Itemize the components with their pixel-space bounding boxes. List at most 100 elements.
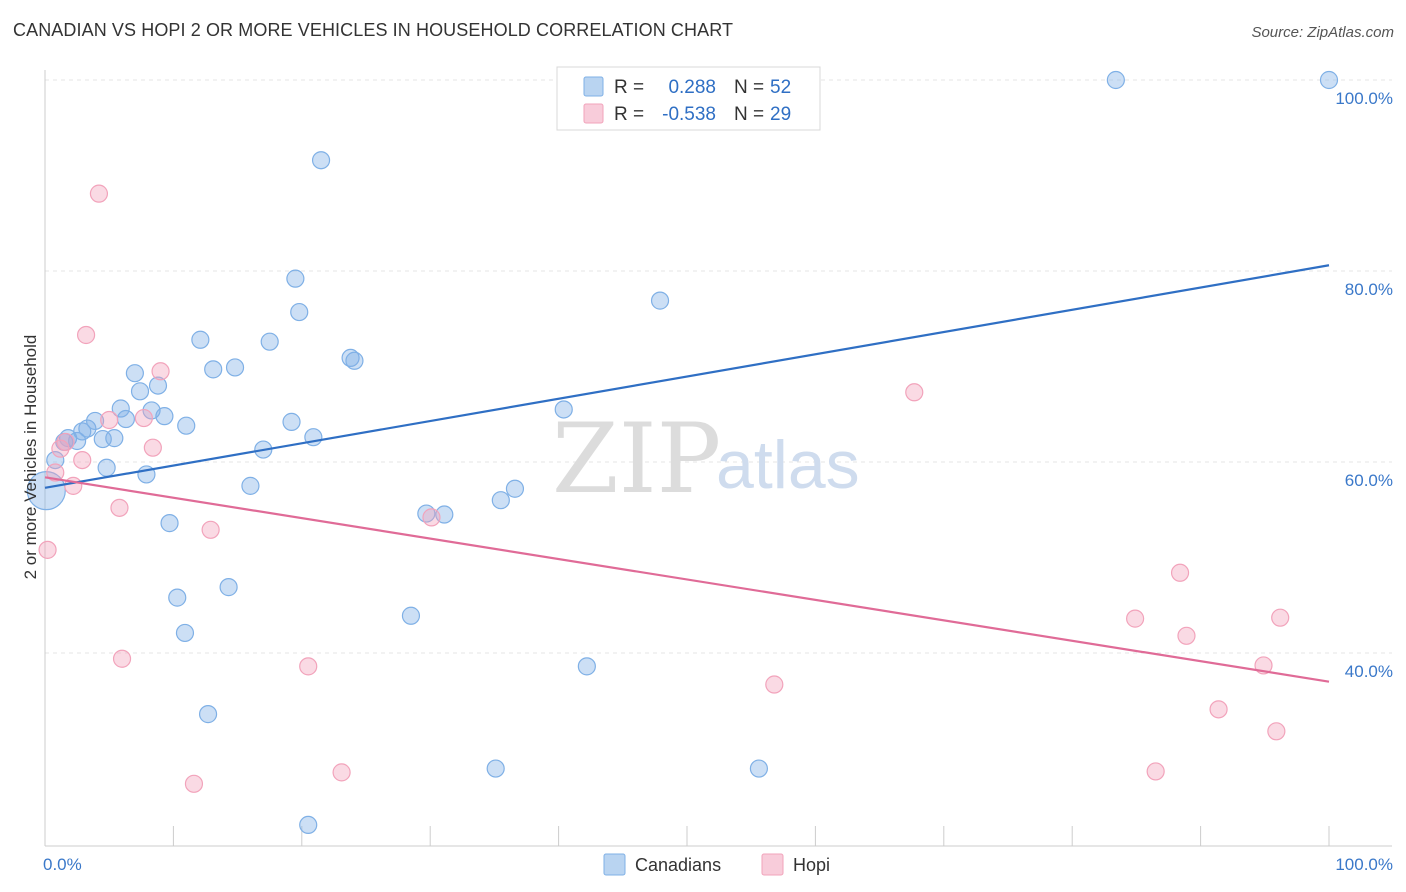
legend-r-label-1: R = [614, 77, 644, 98]
hopi-trend-line [44, 476, 1330, 683]
y-tick-label: 40.0% [1345, 662, 1393, 681]
hopi-point [143, 438, 162, 457]
canadians-point [116, 409, 135, 429]
bottom-legend-canadians: Canadians [635, 855, 721, 875]
hopi-point [201, 520, 220, 539]
canadians-point [148, 376, 168, 395]
watermark: ZIP atlas [552, 403, 860, 515]
hopi-point [1146, 762, 1165, 781]
canadians-point [204, 360, 223, 379]
hopi-point [332, 763, 351, 782]
canadians-point [97, 458, 116, 477]
legend-r-value-1: 0.288 [668, 77, 716, 98]
canadians-point [260, 332, 279, 351]
hopi-point [1126, 609, 1145, 628]
canadians-point [177, 416, 196, 435]
source-label: Source: ZipAtlas.com [1251, 24, 1394, 41]
legend-n-value-1: 52 [770, 77, 791, 98]
canadians-point [486, 759, 505, 778]
x-tick-label: 0.0% [43, 855, 82, 874]
y-tick-labels: 40.0% 60.0% 80.0% 100.0% [1335, 89, 1393, 681]
x-tick-label: 100.0% [1335, 855, 1393, 874]
hopi-point [299, 657, 318, 676]
canadians-point [73, 422, 92, 441]
canadians-point [241, 476, 260, 495]
canadians-point [401, 606, 421, 625]
hopi-point [765, 675, 784, 694]
legend-r-value-2: -0.538 [662, 104, 716, 125]
canadians-point [1106, 70, 1125, 90]
hopi-point [134, 408, 153, 428]
canadians-trend-line [44, 264, 1330, 489]
canadians-point [225, 358, 245, 377]
canadians-point [111, 399, 130, 418]
canadians-point [85, 411, 105, 431]
hopi-point [110, 498, 129, 517]
canadians-point [290, 302, 309, 322]
canadians-point [311, 151, 331, 170]
hopi-point [73, 450, 92, 470]
canadians-point [130, 382, 150, 401]
hopi-point [1170, 563, 1190, 582]
bottom-legend-swatch-canadians [603, 853, 626, 876]
legend-r-label-2: R = [614, 104, 644, 125]
hopi-points [38, 184, 1290, 793]
y-tick-label: 80.0% [1345, 280, 1393, 299]
legend-swatch-hopi [583, 103, 604, 124]
series-legend: Canadians Hopi [603, 853, 830, 876]
hopi-point [1177, 626, 1196, 645]
legend-swatch-canadians [583, 76, 604, 97]
canadians-point [168, 588, 187, 607]
watermark-zip: ZIP [552, 403, 721, 515]
canadians-point [198, 705, 218, 724]
canadians-point [491, 491, 510, 510]
canadians-point [175, 623, 195, 643]
canadians-point [505, 479, 525, 498]
grid-lines [45, 79, 1392, 654]
canadians-point [577, 657, 596, 676]
canadians-point [105, 429, 124, 448]
canadians-point [299, 815, 318, 835]
hopi-point [905, 383, 924, 402]
legend-n-label-2: N = [734, 104, 764, 125]
stats-legend: R = 0.288 N = 52 R = -0.538 N = 29 [556, 66, 821, 131]
axes [44, 70, 1392, 847]
legend-n-value-2: 29 [770, 104, 791, 125]
hopi-point [76, 325, 96, 345]
hopi-point [100, 410, 119, 430]
bottom-legend-swatch-hopi [761, 853, 784, 876]
canadians-point [155, 407, 174, 426]
canadians-point [345, 351, 364, 370]
canadians-point [46, 450, 65, 470]
canadians-point [191, 330, 210, 349]
watermark-atlas: atlas [716, 427, 860, 503]
canadians-point [286, 269, 305, 288]
hopi-point [56, 432, 75, 452]
y-tick-label: 100.0% [1335, 89, 1393, 108]
hopi-point [1267, 722, 1286, 741]
canadians-point [219, 578, 238, 597]
hopi-point [422, 508, 441, 527]
canadians-point [125, 364, 144, 383]
canadians-point [78, 419, 97, 438]
canadians-point [282, 412, 301, 431]
hopi-point [1271, 608, 1290, 627]
trend-lines [44, 264, 1330, 683]
canadians-point [554, 400, 573, 419]
hopi-point [112, 649, 132, 668]
y-axis-label: 2 or more Vehicles in Household [21, 335, 40, 580]
hopi-point [46, 463, 65, 482]
hopi-point [38, 540, 57, 559]
hopi-point [89, 184, 109, 203]
hopi-point [151, 362, 170, 381]
canadians-point [650, 291, 670, 310]
hopi-point [184, 774, 204, 793]
canadians-point [749, 759, 769, 778]
canadians-point [160, 514, 179, 533]
chart-title: CANADIAN VS HOPI 2 OR MORE VEHICLES IN H… [13, 20, 734, 40]
bottom-legend-hopi: Hopi [793, 855, 830, 875]
y-tick-label: 60.0% [1345, 471, 1393, 490]
canadians-point [1319, 70, 1339, 90]
x-tick-labels: 0.0% 100.0% [43, 855, 1393, 874]
